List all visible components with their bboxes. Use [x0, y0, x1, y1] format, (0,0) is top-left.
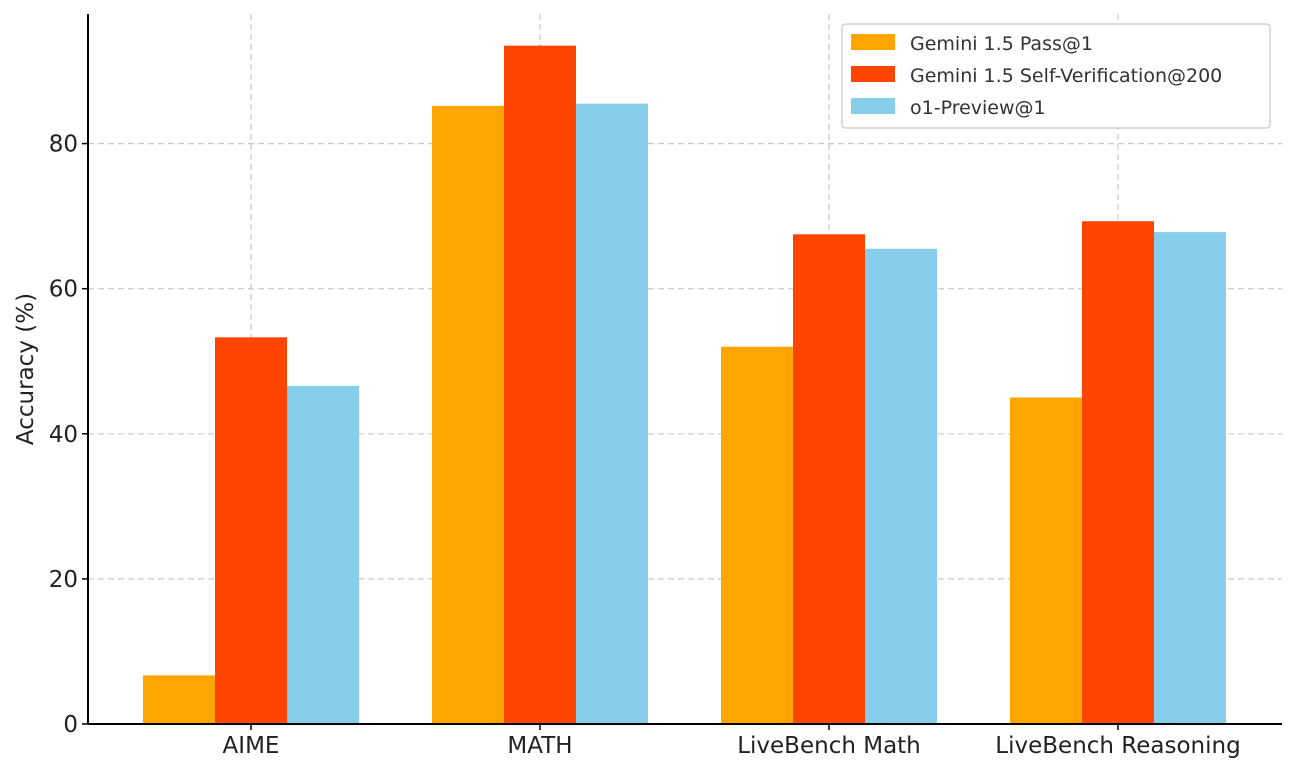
x-tick-label: LiveBench Reasoning: [995, 733, 1240, 759]
x-tick-label: MATH: [507, 733, 572, 759]
y-tick-label: 60: [49, 277, 78, 303]
legend-label: Gemini 1.5 Self-Verification@200: [910, 65, 1222, 87]
x-ticks: AIME MATH LiveBench Math LiveBench Reasonin…: [223, 724, 1241, 759]
bar: [721, 346, 793, 724]
x-tick-label: LiveBench Math: [737, 733, 921, 759]
y-axis-title: Accuracy (%): [13, 293, 39, 445]
y-ticks: 0 20 40 60 80: [49, 132, 88, 738]
legend-swatch: [851, 34, 895, 50]
legend-swatch: [851, 66, 895, 82]
bar: [576, 103, 648, 724]
bar: [793, 234, 865, 724]
bar: [432, 105, 504, 724]
legend-label: o1-Preview@1: [910, 97, 1046, 119]
y-tick-label: 80: [49, 132, 78, 158]
legend-frame: [841, 23, 1271, 129]
axes-layer: [87, 14, 1282, 725]
bar: [1154, 232, 1226, 724]
legend-swatch: [851, 98, 895, 114]
bar: [143, 675, 215, 724]
y-tick-label: 0: [63, 712, 78, 738]
y-tick-label: 20: [49, 567, 78, 593]
legend: Gemini 1.5 Pass@1 Gemini 1.5 Self-Verific…: [841, 23, 1271, 129]
bar: [1010, 397, 1082, 724]
bar: [287, 385, 359, 724]
bar: [215, 337, 287, 724]
bar: [1082, 221, 1154, 724]
legend-label: Gemini 1.5 Pass@1: [910, 33, 1093, 55]
y-tick-label: 40: [49, 422, 78, 448]
bar: [504, 45, 576, 725]
legend-items: Gemini 1.5 Pass@1 Gemini 1.5 Self-Verific…: [851, 33, 1222, 119]
x-tick-label: AIME: [223, 733, 280, 759]
bar: [865, 248, 937, 725]
bars-layer: [143, 45, 1226, 725]
